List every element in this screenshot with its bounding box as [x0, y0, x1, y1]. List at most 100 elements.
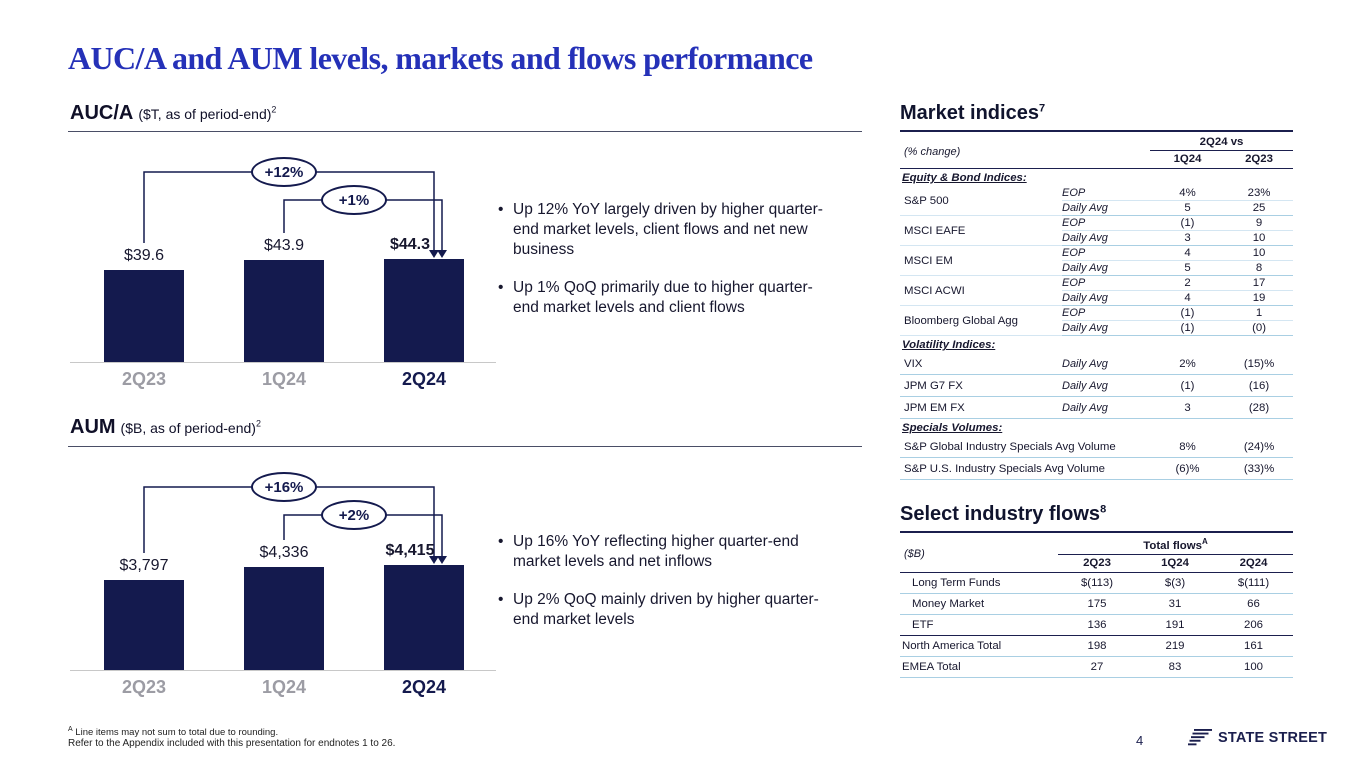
auca-title: AUC/A [70, 102, 134, 124]
value-vs-2q23: (24)% [1225, 436, 1294, 458]
table-row: MSCI EAFE EOP (1) 9 [900, 215, 1294, 246]
footnote-appendix: Refer to the Appendix included with this… [68, 738, 396, 749]
row-label: S&P U.S. Industry Specials Avg Volume [900, 457, 1151, 480]
value-vs-1q24: (6)% [1150, 457, 1226, 480]
footnote-rounding: A Line items may not sum to total due to… [68, 726, 278, 738]
value-1q24: 219 [1136, 635, 1214, 657]
market-indices-heading: Market indices7 [900, 102, 1045, 125]
x-axis-label: 2Q23 [121, 677, 167, 697]
auca-bullet-list: Up 12% YoY largely driven by higher quar… [496, 200, 832, 336]
value-1q24: $(3) [1136, 572, 1214, 594]
industry-flows-heading-rule [900, 531, 1293, 533]
metric-label: Daily Avg [1062, 290, 1151, 306]
market-indices-title: Market indices [900, 102, 1039, 124]
value-vs-2q23: 23% [1225, 186, 1294, 201]
x-axis-line [70, 362, 496, 363]
bar-value-label: $43.9 [263, 237, 305, 254]
value-1q24: 191 [1136, 614, 1214, 636]
metric-label: Daily Avg [1062, 353, 1151, 375]
value-vs-2q23: 19 [1225, 290, 1294, 306]
bar-value-label: $44.3 [389, 236, 431, 253]
table-row: EMEA Total 27 83 100 [900, 656, 1294, 678]
bullet-item: Up 16% YoY reflecting higher quarter-end… [496, 532, 836, 572]
value-vs-2q23: 17 [1225, 275, 1294, 291]
bar-value-label: $3,797 [119, 557, 169, 574]
market-indices-heading-rule [900, 130, 1293, 132]
table-row: MSCI ACWI EOP 2 17 [900, 275, 1294, 306]
row-label: North America Total [900, 635, 1058, 657]
x-axis-label: 1Q24 [261, 369, 307, 389]
metric-label: Daily Avg [1062, 260, 1151, 276]
value-vs-1q24: 3 [1150, 396, 1226, 419]
slide-title: AUC/A and AUM levels, markets and flows … [68, 40, 813, 76]
metric-label: EOP [1062, 275, 1151, 291]
value-vs-1q24: (1) [1150, 374, 1226, 397]
value-vs-2q23: (33)% [1225, 457, 1294, 480]
metric-label: EOP [1062, 305, 1151, 321]
bar-2Q23 [104, 580, 184, 670]
row-label: JPM G7 FX [900, 374, 1062, 397]
row-label: Long Term Funds [900, 572, 1058, 594]
aum-subtitle: ($B, as of period-end) [120, 420, 256, 436]
value-2q23: 175 [1058, 593, 1136, 615]
value-vs-2q23: (0) [1225, 320, 1294, 336]
value-1q24: 31 [1136, 593, 1214, 615]
table-row: S&P Global Industry Specials Avg Volume 8… [900, 436, 1294, 458]
table-row: Money Market 175 31 66 [900, 593, 1294, 615]
table-section-row: Volatility Indices: [900, 336, 1293, 354]
state-street-logo: STATE STREET [1188, 729, 1327, 746]
bar-value-label: $4,336 [259, 544, 309, 561]
aum-title: AUM [70, 416, 116, 438]
auca-subtitle: ($T, as of period-end) [138, 106, 272, 122]
value-2q24: $(111) [1214, 572, 1294, 594]
row-label: Money Market [900, 593, 1058, 615]
state-street-logo-icon [1188, 729, 1212, 746]
value-vs-1q24: (1) [1150, 305, 1226, 321]
bullet-item: Up 1% QoQ primarily due to higher quarte… [496, 278, 832, 318]
value-vs-1q24: 4% [1150, 186, 1226, 201]
value-2q23: 136 [1058, 614, 1136, 636]
section-label: Specials Volumes: [902, 422, 1003, 434]
row-label: MSCI EM [900, 245, 1062, 276]
row-label: S&P 500 [900, 186, 1062, 216]
endnote-ref-2: 2 [255, 418, 261, 429]
row-label: S&P Global Industry Specials Avg Volume [900, 436, 1151, 458]
table-row: S&P 500 EOP 4% 23% [900, 186, 1294, 216]
value-vs-2q23: (15)% [1225, 353, 1294, 375]
industry-flows-title: Select industry flows [900, 503, 1101, 525]
total-flows-label: Total flows [1143, 539, 1202, 552]
bar-2Q23 [104, 270, 184, 362]
table-section-row: Equity & Bond Indices: [900, 169, 1293, 187]
metric-label: Daily Avg [1062, 374, 1151, 397]
value-vs-1q24: 2 [1150, 275, 1226, 291]
metric-label: EOP [1062, 186, 1151, 201]
table-row: Daily Avg 3 10 [900, 230, 1294, 246]
bullet-item: Up 12% YoY largely driven by higher quar… [496, 200, 832, 260]
metric-label: EOP [1062, 245, 1151, 261]
section-label: Equity & Bond Indices: [902, 172, 1027, 184]
table-row: Long Term Funds $(113) $(3) $(111) [900, 572, 1294, 594]
col-header-2q23: 2Q23 [1225, 150, 1294, 169]
value-vs-2q23: 9 [1225, 215, 1294, 231]
state-street-logo-text: STATE STREET [1218, 729, 1328, 746]
section-label: Volatility Indices: [902, 339, 996, 351]
page-number: 4 [1136, 733, 1144, 748]
table-row: North America Total 198 219 161 [900, 635, 1294, 657]
table-row: VIX Daily Avg 2% (15)% [900, 353, 1294, 375]
value-vs-1q24: 4 [1150, 245, 1226, 261]
aum-divider [68, 446, 862, 447]
metric-label: Daily Avg [1062, 200, 1151, 216]
value-vs-1q24: 2% [1150, 353, 1226, 375]
value-2q23: 27 [1058, 656, 1136, 678]
endnote-ref-8: 8 [1100, 503, 1107, 516]
industry-flows-table: ($B) Total flowsA 2Q23 1Q24 2Q24 Long Te… [900, 536, 1294, 678]
table-row: S&P U.S. Industry Specials Avg Volume (6)… [900, 457, 1294, 480]
col-header-pct-change: (% change) [900, 135, 1151, 169]
metric-label: Daily Avg [1062, 320, 1151, 336]
x-axis-label: 2Q24 [401, 677, 447, 697]
auca-bar-chart: $39.6 2Q23 $43.9 1Q24 $44.3 2Q24 +12% +1% [68, 140, 498, 395]
row-label: Bloomberg Global Agg [900, 305, 1062, 336]
value-2q24: 161 [1214, 635, 1294, 657]
metric-label: EOP [1062, 215, 1151, 231]
row-label: ETF [900, 614, 1058, 636]
